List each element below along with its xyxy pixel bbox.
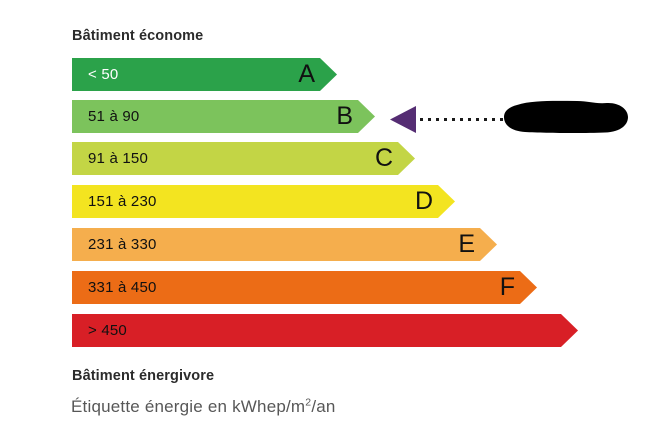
caption-efficient-building: Bâtiment économe <box>72 28 204 44</box>
band-shape-c <box>72 142 415 175</box>
energy-band-b[interactable]: 51 à 90 B <box>72 100 375 133</box>
band-range-g: > 450 <box>88 322 127 339</box>
band-range-c: 91 à 150 <box>88 150 148 167</box>
band-shape-d <box>72 185 455 218</box>
band-range-a: < 50 <box>88 66 119 83</box>
energy-band-a[interactable]: < 50 A <box>72 58 337 91</box>
band-range-d: 151 à 230 <box>88 193 157 210</box>
energy-band-g[interactable]: > 450 <box>72 314 578 347</box>
band-shape-b <box>72 100 375 133</box>
energy-band-d[interactable]: 151 à 230 D <box>72 185 455 218</box>
band-letter-d: D <box>414 186 433 215</box>
band-shape-g <box>72 314 578 347</box>
band-shape-e <box>72 228 497 261</box>
band-letter-e: E <box>458 229 475 258</box>
band-range-f: 331 à 450 <box>88 279 157 296</box>
energy-band-c[interactable]: 91 à 150 C <box>72 142 415 175</box>
unit-label: Étiquette énergie en kWhep/m2/an <box>71 397 336 417</box>
band-shape-a <box>72 58 337 91</box>
energy-band-f[interactable]: 331 à 450 F <box>72 271 537 304</box>
band-letter-b: B <box>336 101 353 130</box>
band-letter-a: A <box>298 59 315 88</box>
band-range-e: 231 à 330 <box>88 236 157 253</box>
band-letter-c: C <box>374 143 393 172</box>
unit-label-exponent: 2 <box>305 396 312 409</box>
band-range-b: 51 à 90 <box>88 108 140 125</box>
band-letter-f: F <box>499 272 515 301</box>
caption-energy-intensive-building: Bâtiment énergivore <box>72 368 215 384</box>
unit-label-suffix: /an <box>311 397 336 416</box>
band-shape-f <box>72 271 537 304</box>
unit-label-prefix: Étiquette énergie en kWhep/m <box>71 397 306 416</box>
energy-band-e[interactable]: 231 à 330 E <box>72 228 497 261</box>
